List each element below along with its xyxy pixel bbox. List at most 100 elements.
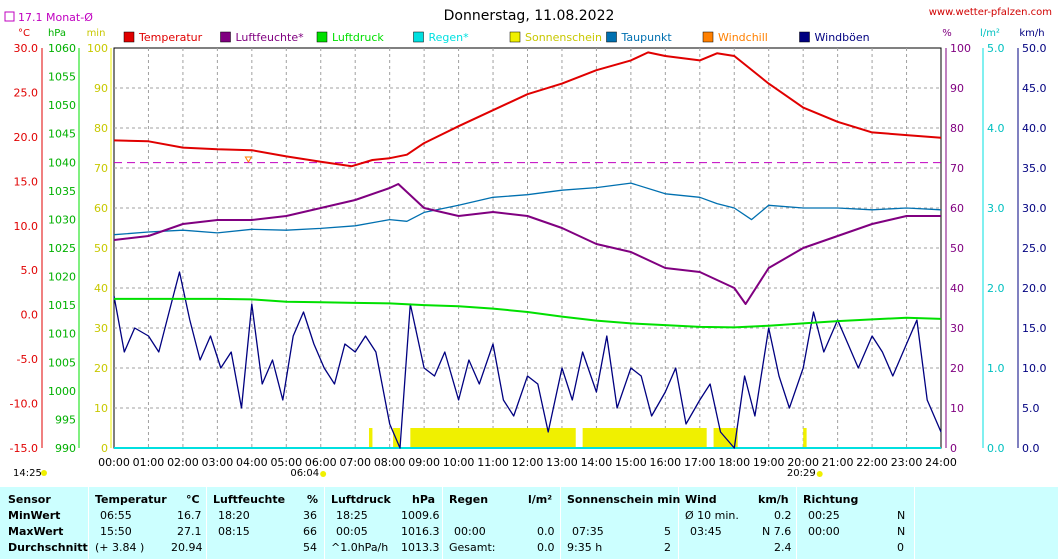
stats-pressure-trend: ^1.0hPa/h	[331, 541, 389, 554]
wind-tick: 35.0	[1022, 162, 1047, 175]
legend-label: Windböen	[815, 31, 870, 44]
stats-header-temperature: Temperatur	[95, 493, 167, 506]
pressure-tick: 1055	[48, 71, 76, 84]
legend-swatch	[799, 31, 810, 43]
legend-label: Taupunkt	[621, 31, 673, 44]
humidity-tick: 100	[950, 42, 971, 55]
wind-tick: 20.0	[1022, 282, 1047, 295]
wind-tick: 25.0	[1022, 242, 1047, 255]
stats-max-temp-time: 15:50	[100, 525, 132, 538]
pressure-tick: 1050	[48, 99, 76, 112]
humidity-unit: %	[942, 28, 952, 39]
stats-header-pressure: Luftdruck	[331, 493, 391, 506]
time-tick: 09:00	[408, 456, 440, 469]
sunshine-bar	[393, 428, 401, 448]
legend-label: Windchill	[718, 31, 768, 44]
wind-tick: 10.0	[1022, 362, 1047, 375]
stats-max-humidity: 66	[303, 525, 317, 538]
temp-unit: °C	[18, 28, 30, 39]
humidity-tick: 40	[950, 282, 964, 295]
pressure-unit: hPa	[48, 28, 66, 39]
stats-max-wind: N 7.6	[762, 525, 792, 538]
pressure-tick: 1030	[48, 213, 76, 226]
rain-unit: l/m²	[980, 28, 1000, 39]
time-tick: 14:00	[581, 456, 613, 469]
stats-min-pressure-time: 18:25	[336, 509, 368, 522]
stats-header-humidity: Luftfeuchte	[213, 493, 286, 506]
stats-wind-avg: 0.2	[774, 509, 792, 522]
time-tick: 06:00	[305, 456, 337, 469]
stats-header-humidity-unit: %	[307, 493, 319, 506]
time-tick: 11:00	[477, 456, 509, 469]
time-tick: 22:00	[856, 456, 888, 469]
stats-avg-pressure: 1013.3	[401, 541, 440, 554]
sunset-label: 20:29	[787, 468, 816, 479]
minutes-tick: 80	[94, 122, 108, 135]
time-tick: 00:00	[98, 456, 130, 469]
website-label: www.wetter-pfalzen.com	[929, 7, 1052, 18]
stats-max-temp: 27.1	[177, 525, 202, 538]
stats-min-pressure: 1009.6	[401, 509, 440, 522]
legend-swatch	[509, 31, 521, 43]
stats-min-humidity: 36	[303, 509, 317, 522]
legend-swatch	[413, 31, 424, 43]
rain-tick: 5.0	[987, 42, 1005, 55]
sunset-icon	[816, 471, 823, 477]
time-tick: 16:00	[649, 456, 681, 469]
minutes-tick: 10	[94, 402, 108, 415]
stats-header-temperature-unit: °C	[186, 493, 200, 506]
temp-tick: 25.0	[14, 86, 39, 99]
stats-avg-wind: 2.4	[774, 541, 792, 554]
time-tick: 02:00	[167, 456, 199, 469]
stats-max-pressure: 1016.3	[401, 525, 440, 538]
stats-row-label-avg: Durchschnitt	[8, 541, 88, 554]
wind-tick: 5.0	[1022, 402, 1040, 415]
wind-unit: km/h	[1019, 28, 1044, 39]
sunshine-bar	[582, 428, 707, 448]
current-time-label: 14:25	[13, 468, 42, 479]
min-temp-marker	[244, 156, 253, 163]
legend-swatch	[220, 31, 231, 43]
stats-header-pressure-unit: hPa	[412, 493, 436, 506]
humidity-tick: 30	[950, 322, 964, 335]
time-tick: 19:00	[753, 456, 785, 469]
time-tick: 04:00	[236, 456, 268, 469]
time-tick: 05:00	[270, 456, 302, 469]
monthly-avg-label: 17.1 Monat-Ø	[18, 11, 93, 24]
temp-tick: -10.0	[10, 398, 38, 411]
stats-max-rain-time: 00:00	[454, 525, 486, 538]
legend-label: Luftdruck	[332, 31, 384, 44]
stats-max-direction: N	[897, 525, 906, 538]
pressure-tick: 1000	[48, 385, 76, 398]
temp-tick: -5.0	[17, 353, 38, 366]
pressure-tick: 995	[55, 413, 76, 426]
time-tick: 18:00	[718, 456, 750, 469]
humidity-tick: 20	[950, 362, 964, 375]
legend-label: Sonnenschein	[525, 31, 602, 44]
stats-max-sunshine: 5	[664, 525, 671, 538]
time-tick: 24:00	[925, 456, 957, 469]
rain-tick: 2.0	[987, 282, 1005, 295]
sunrise-label: 06:04	[290, 468, 319, 479]
stats-header-sensor: Sensor	[8, 493, 51, 506]
wind-tick: 50.0	[1022, 42, 1047, 55]
time-tick: 23:00	[891, 456, 923, 469]
stats-max-sunshine-time: 07:35	[572, 525, 604, 538]
stats-header-rain-unit: l/m²	[528, 493, 553, 506]
stats-rain-total: 0.0	[537, 541, 555, 554]
stats-header-wind: Wind	[685, 493, 717, 506]
temp-tick: 15.0	[14, 175, 39, 188]
humidity-tick: 0	[950, 442, 957, 455]
stats-max-direction-time: 00:00	[808, 525, 840, 538]
pressure-tick: 1060	[48, 42, 76, 55]
stats-min-direction-time: 00:25	[808, 509, 840, 522]
stats-header-sunshine: Sonnenschein min	[567, 493, 681, 506]
pressure-tick: 1015	[48, 299, 76, 312]
minutes-tick: 20	[94, 362, 108, 375]
stats-row-label-max: MaxWert	[8, 525, 64, 538]
time-tick: 10:00	[443, 456, 475, 469]
pressure-tick: 1005	[48, 356, 76, 369]
chart-title: Donnerstag, 11.08.2022	[444, 8, 615, 24]
series-line-luftdruck	[114, 297, 942, 329]
temp-tick: 10.0	[14, 220, 39, 233]
